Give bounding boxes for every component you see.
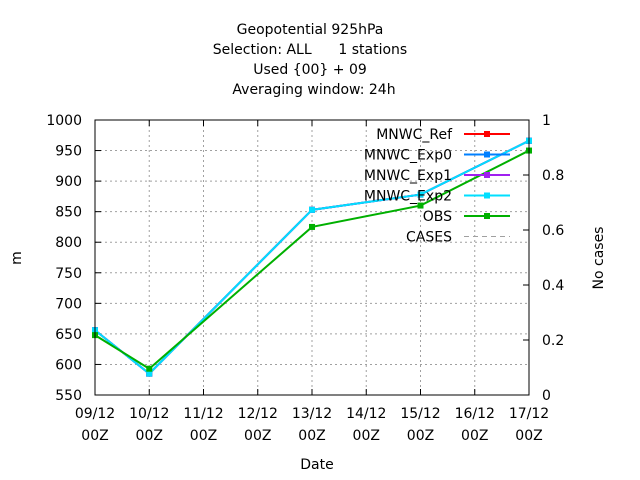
legend-label: MNWC_Exp0	[364, 148, 452, 164]
legend-marker	[484, 192, 490, 199]
x-axis-label: Date	[300, 457, 333, 473]
y2-tick-label: 0	[542, 388, 551, 404]
data-point	[417, 191, 424, 198]
y-tick-label: 850	[55, 205, 82, 221]
x-tick-label-hour: 00Z	[244, 428, 271, 444]
title-line-4: Averaging window: 24h	[232, 82, 395, 98]
x-tick-label-date: 09/12	[75, 406, 115, 422]
y2-tick-label: 0.6	[542, 223, 564, 239]
y-tick-label: 900	[55, 174, 82, 190]
x-tick-label-date: 11/12	[183, 406, 223, 422]
data-point	[309, 223, 315, 230]
y2-axis-ticks: 0 0.2 0.4 0.6 0.8 1	[523, 113, 564, 404]
x-tick-label-date: 13/12	[292, 406, 332, 422]
x-tick-label-date: 17/12	[509, 406, 549, 422]
legend-label: MNWC_Exp1	[364, 168, 452, 184]
title-line-2: Selection: ALL 1 stations	[213, 42, 407, 58]
x-tick-label-hour: 00Z	[515, 428, 542, 444]
legend-label: OBS	[423, 209, 452, 225]
y-tick-label: 950	[55, 144, 82, 160]
x-tick-label-date: 16/12	[455, 406, 495, 422]
y-tick-label: 650	[55, 327, 82, 343]
data-point	[309, 206, 315, 213]
x-tick-label-hour: 00Z	[190, 428, 217, 444]
y-axis-label: m	[9, 251, 25, 265]
x-tick-label-hour: 00Z	[353, 428, 380, 444]
x-tick-label-date: 14/12	[346, 406, 386, 422]
legend-marker	[484, 213, 490, 219]
data-point	[146, 365, 153, 372]
series-lines	[92, 137, 532, 377]
legend-label: MNWC_Exp2	[364, 189, 452, 205]
legend-label: CASES	[406, 230, 452, 246]
x-axis-ticks: 09/12 00Z 10/12 00Z 11/12 00Z 12/12 00Z 13/12 00Z…	[75, 120, 549, 444]
x-tick-label-date: 15/12	[400, 406, 440, 422]
x-tick-label-hour: 00Z	[136, 428, 163, 444]
y-tick-label: 750	[55, 266, 82, 282]
y-tick-label: 600	[55, 357, 82, 373]
plot-frame	[94, 119, 530, 396]
x-tick-label-hour: 00Z	[461, 428, 488, 444]
y2-tick-label: 1	[542, 113, 551, 129]
grid-lines	[95, 120, 529, 395]
legend: MNWC_Ref MNWC_Exp0 MNWC_Exp1 MNWC_Exp2 OBS CA…	[364, 127, 510, 246]
x-tick-label-hour: 00Z	[298, 428, 325, 444]
y2-tick-label: 0.8	[542, 168, 564, 184]
data-point	[146, 370, 153, 377]
x-tick-label-date: 10/12	[129, 406, 169, 422]
title-line-3: Used {00} + 09	[253, 62, 367, 78]
legend-marker	[484, 131, 490, 137]
y2-tick-label: 0.4	[542, 278, 564, 294]
y-tick-label: 800	[55, 235, 82, 251]
data-point	[417, 202, 424, 209]
legend-marker	[484, 151, 490, 158]
x-tick-label-hour: 00Z	[81, 428, 108, 444]
y2-tick-label: 0.2	[542, 333, 564, 349]
legend-marker	[484, 172, 490, 178]
x-tick-label-date: 12/12	[238, 406, 278, 422]
y-tick-label: 700	[55, 296, 82, 312]
y-tick-label: 1000	[46, 113, 82, 129]
chart-title: Geopotential 925hPa Selection: ALL 1 sta…	[213, 22, 407, 98]
legend-label: MNWC_Ref	[376, 127, 453, 143]
y2-axis-label: No cases	[591, 227, 607, 290]
x-tick-label-hour: 00Z	[407, 428, 434, 444]
title-line-1: Geopotential 925hPa	[237, 22, 384, 38]
y-tick-label: 550	[55, 388, 82, 404]
y-axis-ticks: 550 600 650 700 750 800 850 900 950 1000	[46, 113, 101, 404]
